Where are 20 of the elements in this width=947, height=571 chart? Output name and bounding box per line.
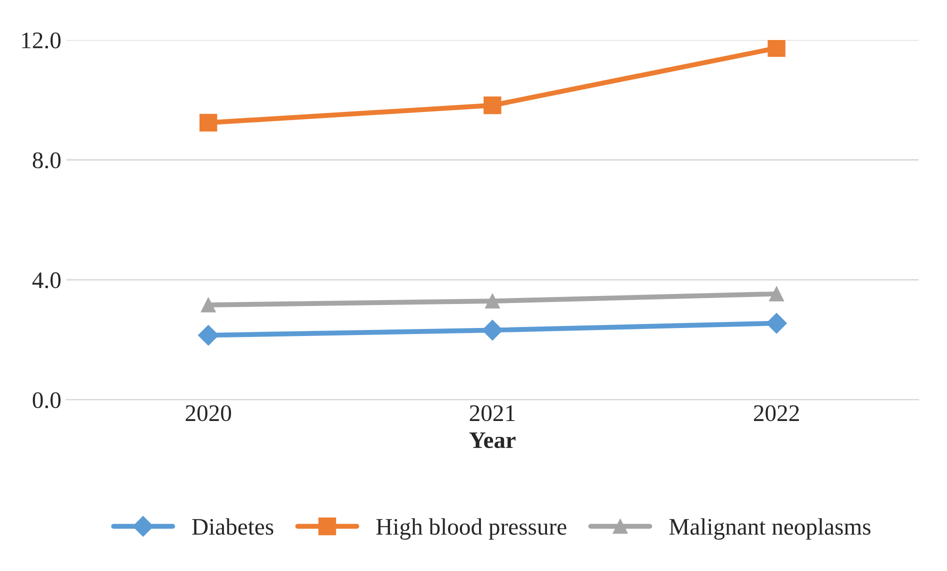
x-tick-label: 2022 — [754, 405, 799, 422]
legend-label: High blood pressure — [376, 518, 566, 540]
y-tick-label: 8.0 — [32, 152, 61, 168]
point — [766, 312, 787, 334]
legend-label: Malignant neoplasms — [669, 518, 870, 540]
point — [769, 286, 784, 302]
point — [200, 298, 216, 312]
y-tick-label: 4.0 — [32, 272, 61, 288]
point — [198, 324, 219, 346]
point — [484, 294, 500, 309]
point — [199, 114, 218, 132]
point — [768, 40, 786, 57]
legend-label: Diabetes — [192, 518, 274, 535]
point — [482, 320, 503, 340]
y-tick-label: 12.0 — [22, 32, 61, 48]
point — [484, 96, 502, 114]
x-tick-label: 2021 — [470, 405, 515, 422]
x-axis-title: Year — [469, 432, 516, 448]
x-tick-label: 2020 — [186, 405, 232, 422]
y-tick-label: 0.0 — [32, 392, 61, 408]
